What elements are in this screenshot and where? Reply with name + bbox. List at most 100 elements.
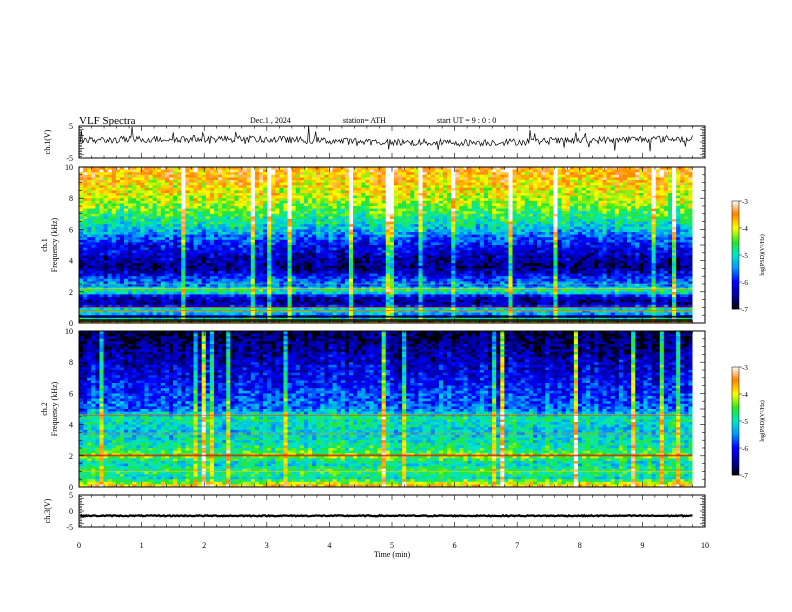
spectrogram-cell <box>418 219 423 222</box>
spectrogram-cell <box>173 190 178 194</box>
spectrogram-cell <box>275 226 280 230</box>
spectrogram-cell <box>173 185 178 189</box>
spectrogram-cell <box>152 242 158 246</box>
spectrogram-cell <box>688 180 693 183</box>
spectrogram-cell <box>577 174 583 178</box>
spectrogram-cell <box>557 195 562 199</box>
spectrogram-cell <box>647 174 652 178</box>
spectrogram-cell <box>181 167 186 170</box>
spectrogram-cell <box>606 180 612 183</box>
spectrogram-cell <box>663 182 669 186</box>
spectrogram-cell <box>91 213 96 217</box>
spectrogram-cell <box>496 169 501 173</box>
spectrogram-cell <box>377 232 383 235</box>
spectrogram-cell <box>173 245 178 248</box>
spectrogram-cell <box>348 221 354 225</box>
spectrogram-cell <box>148 203 154 207</box>
spectrogram-cell <box>684 242 689 246</box>
spectrogram-cell <box>406 232 411 235</box>
spectrogram-cell <box>148 198 154 202</box>
spectrogram-cell <box>344 221 350 225</box>
spectrogram-cell <box>582 185 587 189</box>
spectrogram-cell <box>471 247 477 251</box>
spectrogram-cell <box>83 247 88 251</box>
spectrogram-cell <box>140 177 145 181</box>
spectrogram-cell <box>160 234 166 238</box>
spectrogram-cell <box>201 219 207 222</box>
spectrogram-cell <box>557 242 562 246</box>
spectrogram-cell <box>357 180 362 183</box>
spectrogram-cell <box>475 182 481 186</box>
spectrogram-cell <box>618 195 624 199</box>
spectrogram-cell <box>250 185 256 189</box>
spectrogram-cell <box>136 221 141 225</box>
spectrogram-cell <box>659 193 665 196</box>
spectrogram-cell <box>500 172 505 176</box>
spectrogram-cell <box>557 174 562 178</box>
spectrogram-cell <box>353 232 358 235</box>
spectrogram-cell <box>312 229 317 233</box>
spectrogram-cell <box>561 198 567 202</box>
spectrogram-cell <box>627 198 632 202</box>
spectrogram-cell <box>283 206 288 209</box>
spectrogram-cell <box>197 200 203 204</box>
spectrogram-cell <box>226 213 231 217</box>
spectrogram-cell <box>586 208 591 212</box>
spectrogram-cell <box>132 200 137 204</box>
spectrogram-cell <box>222 226 227 230</box>
spectrogram-cell <box>643 245 648 248</box>
spectrogram-cell <box>132 203 137 207</box>
spectrogram-cell <box>99 174 104 178</box>
spectrogram-cell <box>467 185 473 189</box>
spectrogram-cell <box>606 247 612 251</box>
spectrogram-cell <box>308 198 313 202</box>
spectrogram-cell <box>389 177 395 181</box>
spectrogram-cell <box>365 232 370 235</box>
spectrogram-cell <box>303 245 309 248</box>
spectrogram-cell <box>291 239 297 243</box>
spectrogram-cell <box>115 174 121 178</box>
spectrogram-cell <box>541 198 546 202</box>
spectrogram-cell <box>144 195 149 199</box>
spectrogram-cell <box>672 193 677 196</box>
spectrogram-cell <box>254 198 260 202</box>
spectrogram-cell <box>492 219 497 222</box>
spectrogram-cell <box>291 172 297 176</box>
spectrogram-cell <box>193 245 199 248</box>
spectrogram-cell <box>471 174 477 178</box>
spectrogram-cell <box>291 200 297 204</box>
spectrogram-cell <box>622 177 628 181</box>
spectrogram-cell <box>532 250 538 254</box>
spectrogram-cell <box>557 213 562 217</box>
spectrogram-cell <box>373 232 378 235</box>
spectrogram-cell <box>385 221 391 225</box>
spectrogram-cell <box>610 245 616 248</box>
spectrogram-cell <box>283 193 288 196</box>
spectrogram-cell <box>381 180 387 183</box>
spectrogram-cell <box>516 226 522 230</box>
spectrogram-cell <box>631 203 636 207</box>
spectrogram-cell <box>614 247 620 251</box>
spectrogram-cell <box>173 219 178 222</box>
spectrogram-cell <box>688 200 693 204</box>
spectrogram-cell <box>222 242 227 246</box>
spectrogram-cell <box>91 185 96 189</box>
spectrogram-cell <box>156 224 162 228</box>
spectrogram-cell <box>451 190 456 194</box>
spectrogram-cell <box>586 190 591 194</box>
spectrogram-cell <box>545 224 550 228</box>
spectrogram-cell <box>177 208 182 212</box>
spectrogram-cell <box>144 226 149 230</box>
spectrogram-cell <box>230 200 235 204</box>
spectrogram-cell <box>291 232 297 235</box>
spectrogram-cell <box>316 190 321 194</box>
spectrogram-cell <box>492 247 497 251</box>
spectrogram-cell <box>532 221 538 225</box>
spectrogram-cell <box>267 216 272 220</box>
spectrogram-cell <box>557 180 562 183</box>
spectrogram-cell <box>361 237 366 241</box>
spectrogram-cell <box>91 182 96 186</box>
spectrogram-cell <box>622 195 628 199</box>
spectrogram-cell <box>447 172 452 176</box>
spectrogram-cell <box>144 211 149 215</box>
